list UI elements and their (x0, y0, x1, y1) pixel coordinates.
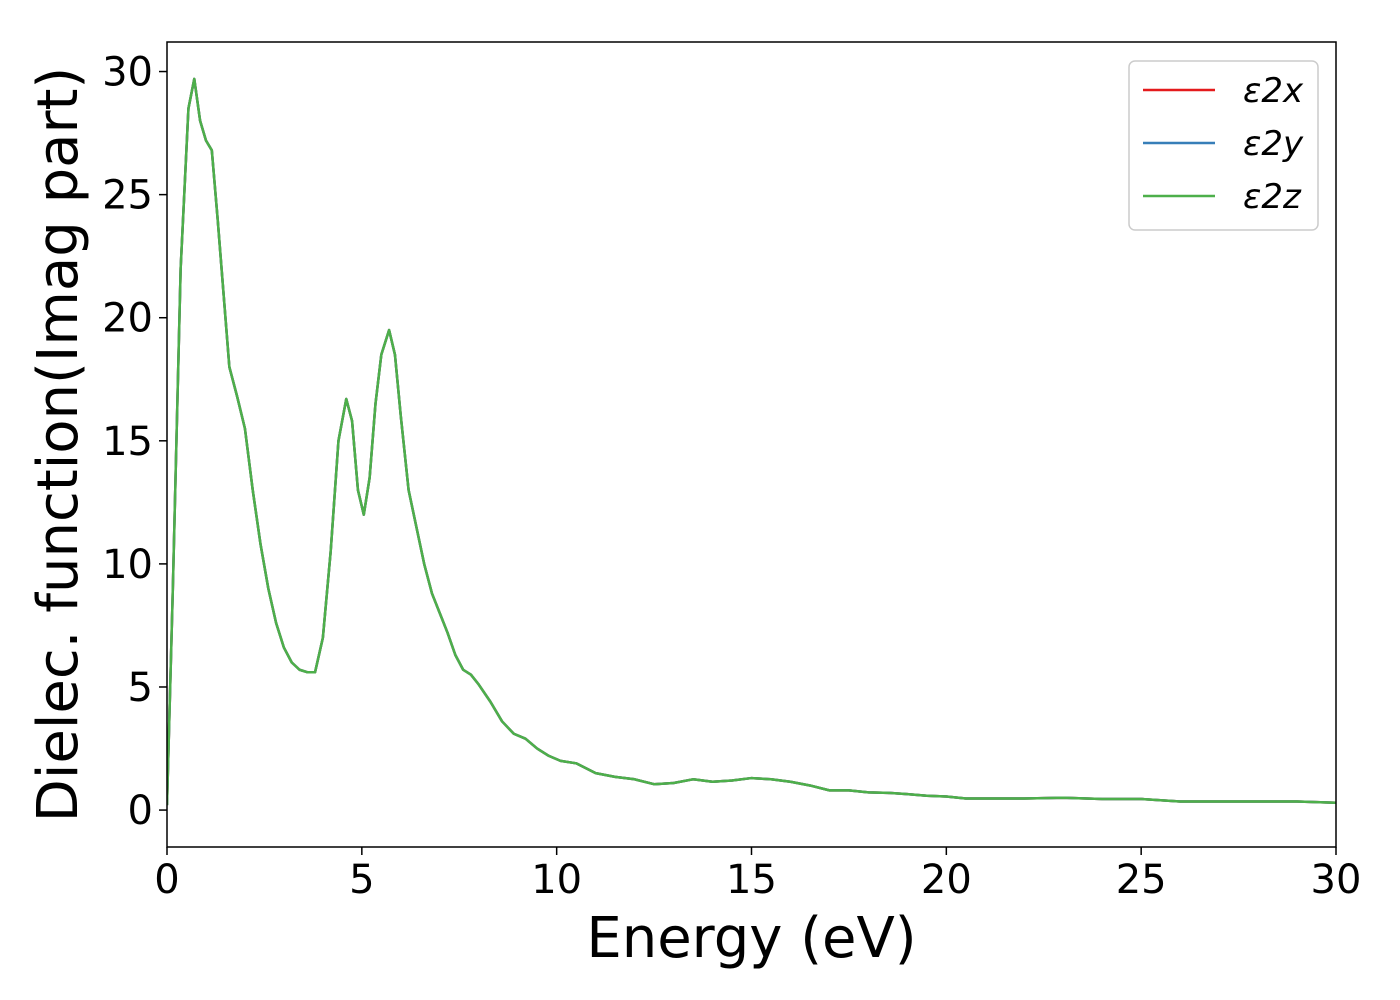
x-tick-label: 0 (154, 857, 179, 903)
y-tick-label: 10 (102, 542, 153, 588)
y-tick-label: 25 (102, 173, 153, 219)
y-tick-label: 30 (102, 50, 153, 96)
y-tick-label: 20 (102, 296, 153, 342)
x-tick-label: 5 (349, 857, 374, 903)
x-tick-label: 25 (1116, 857, 1167, 903)
y-tick-label: 0 (128, 788, 153, 834)
y-axis-ticks: 0 5 10 15 20 25 30 (102, 50, 167, 834)
series-layer (167, 77, 1336, 806)
x-tick-label: 10 (531, 857, 582, 903)
legend: ε2x ε2y ε2z (1128, 60, 1319, 231)
legend-label: ε2z (1243, 177, 1302, 217)
x-axis-label: Energy (eV) (586, 906, 916, 971)
legend-label: ε2x (1243, 71, 1304, 111)
y-tick-label: 15 (102, 419, 153, 465)
x-tick-label: 30 (1311, 857, 1362, 903)
x-axis-ticks: 0 5 10 15 20 25 30 (154, 847, 1361, 903)
series-line-2 (167, 77, 1336, 806)
x-tick-label: 15 (726, 857, 777, 903)
legend-box (1128, 60, 1319, 231)
y-axis-label: Dielec. function(Imag part) (26, 67, 91, 823)
y-tick-label: 5 (128, 665, 153, 711)
x-tick-label: 20 (921, 857, 972, 903)
legend-label: ε2y (1243, 124, 1304, 164)
